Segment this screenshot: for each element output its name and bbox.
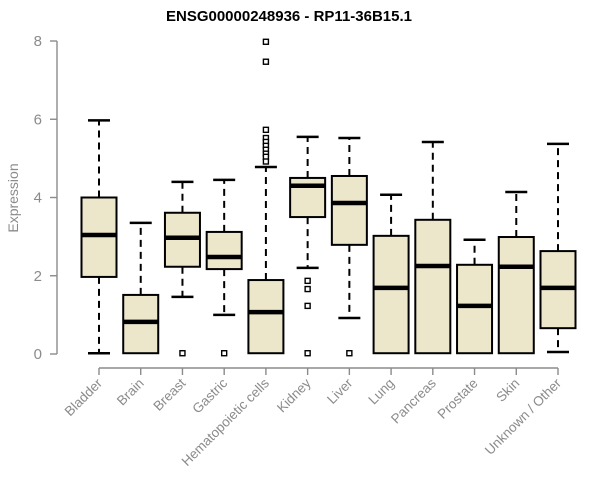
x-category-label: Gastric [189, 375, 230, 416]
x-category-label: Unknown / Other [482, 375, 565, 458]
y-axis-title: Expression [5, 163, 21, 233]
x-category-label: Prostate [435, 376, 481, 422]
x-category-label: Kidney [274, 375, 314, 415]
y-tick-label: 8 [34, 33, 42, 50]
iqr-box [414, 218, 452, 355]
x-category-label: Skin [493, 376, 522, 405]
y-tick-label: 2 [34, 268, 42, 285]
iqr-box [456, 263, 494, 355]
x-category-label: Liver [324, 375, 356, 407]
outlier-point [179, 350, 186, 357]
iqr-box [247, 279, 285, 355]
iqr-box [372, 234, 410, 355]
outlier-point [304, 302, 311, 310]
outlier-point [220, 350, 228, 357]
y-tick-label: 6 [34, 111, 42, 128]
outlier-point [262, 126, 270, 134]
outlier-point [262, 38, 270, 45]
outlier-point [262, 158, 270, 165]
iqr-box [497, 236, 535, 355]
x-category-label: Pancreas [388, 375, 439, 426]
y-tick-label: 0 [34, 346, 42, 363]
x-category-label: Brain [114, 376, 147, 409]
chart-title: ENSG00000248936 - RP11-36B15.1 [165, 8, 412, 25]
outlier-point [304, 350, 311, 357]
x-category-label: Bladder [62, 375, 106, 419]
y-tick-label: 4 [34, 190, 42, 207]
outlier-point [262, 58, 270, 65]
outlier-point [346, 350, 353, 357]
iqr-box [205, 230, 243, 271]
iqr-box [330, 174, 368, 246]
outlier-point [304, 285, 311, 293]
x-category-label: Breast [150, 375, 188, 413]
x-category-label: Lung [365, 376, 397, 408]
outlier-point [304, 277, 311, 285]
